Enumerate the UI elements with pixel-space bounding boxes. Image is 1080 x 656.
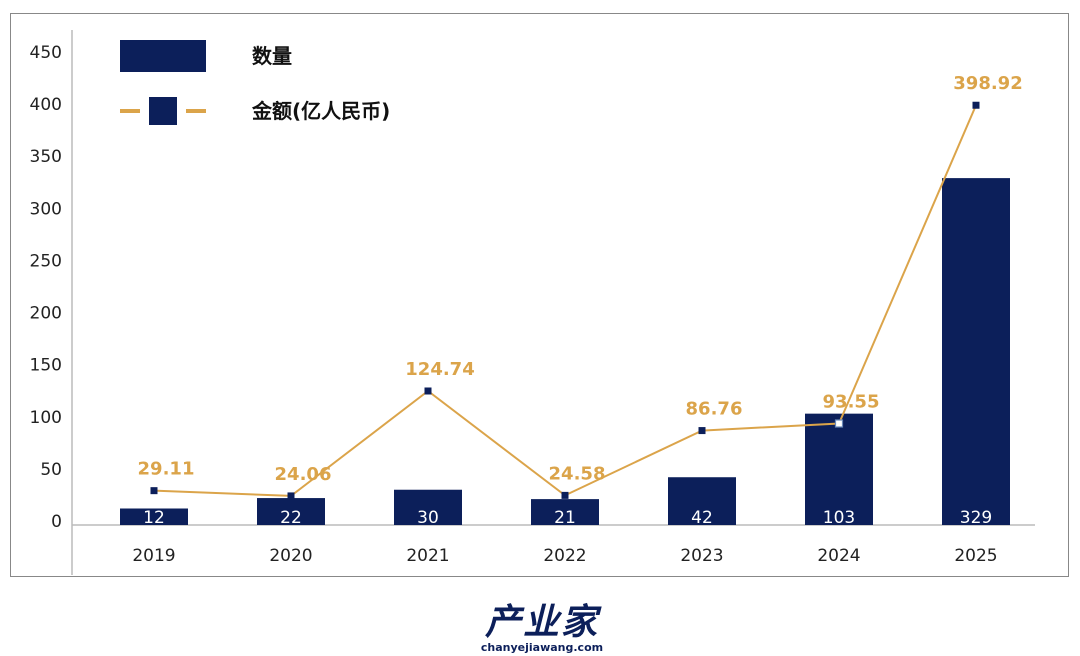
bar <box>120 508 188 525</box>
logo-url: chanyejiawang.com <box>480 641 604 654</box>
y-tick-label: 450 <box>30 43 62 63</box>
line-data-label: 24.06 <box>275 464 332 485</box>
bar-data-label: 42 <box>691 508 713 528</box>
line-marker <box>150 487 158 495</box>
bar <box>805 413 873 525</box>
y-tick-label: 50 <box>40 460 62 480</box>
x-tick-label: 2020 <box>269 546 312 566</box>
line-marker <box>287 492 295 500</box>
line-marker <box>698 427 706 435</box>
line-marker <box>424 387 432 395</box>
bar-data-label: 22 <box>280 508 302 528</box>
bar <box>942 178 1010 525</box>
bar <box>668 477 736 525</box>
y-tick-label: 200 <box>30 304 62 324</box>
legend-marker-swatch <box>149 97 177 125</box>
bar-data-label: 21 <box>554 508 576 528</box>
line-data-label: 398.92 <box>953 73 1022 94</box>
y-tick-label: 100 <box>30 408 62 428</box>
line-marker <box>561 491 569 499</box>
y-tick-label: 300 <box>30 199 62 219</box>
line-data-label: 124.74 <box>405 359 474 380</box>
x-tick-label: 2022 <box>543 546 586 566</box>
line-data-label: 93.55 <box>823 392 880 413</box>
x-tick-label: 2023 <box>680 546 723 566</box>
x-tick-label: 2025 <box>954 546 997 566</box>
chart-frame <box>10 13 1069 577</box>
line-data-label: 24.58 <box>549 463 606 484</box>
logo: 产业家 chanyejiawang.com <box>462 604 622 654</box>
line-marker <box>834 419 844 428</box>
y-tick-label: 150 <box>30 356 62 376</box>
legend-label-amount: 金额(亿人民币) <box>251 99 390 123</box>
y-tick-label: 400 <box>30 95 62 115</box>
bar-data-label: 30 <box>417 508 439 528</box>
bar <box>257 498 325 525</box>
y-tick-label: 350 <box>30 147 62 167</box>
y-tick-label: 0 <box>51 512 62 532</box>
bar-data-label: 12 <box>143 508 165 528</box>
bar-data-label: 329 <box>960 508 992 528</box>
bar-data-label: 103 <box>823 508 855 528</box>
line-marker <box>972 101 980 109</box>
legend-label-count: 数量 <box>252 44 292 68</box>
line-data-label: 29.11 <box>138 459 195 480</box>
logo-name: 产业家 <box>484 602 599 643</box>
x-tick-label: 2024 <box>817 546 860 566</box>
bar <box>531 499 599 525</box>
legend-bar-swatch <box>120 40 206 72</box>
y-tick-label: 250 <box>30 251 62 271</box>
x-tick-label: 2019 <box>132 546 175 566</box>
line-data-label: 86.76 <box>686 399 743 420</box>
bar <box>394 489 462 525</box>
x-tick-label: 2021 <box>406 546 449 566</box>
